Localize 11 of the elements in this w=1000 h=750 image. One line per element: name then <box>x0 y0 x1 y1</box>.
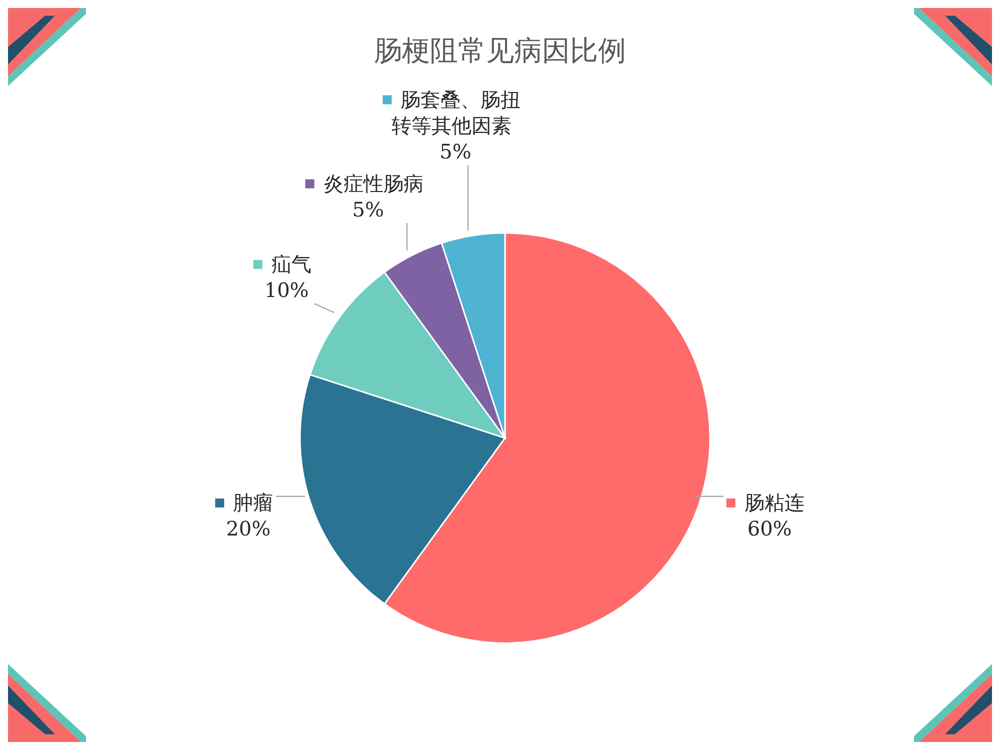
data-label: 5% <box>440 139 472 164</box>
legend-label: 肿瘤 <box>233 490 274 514</box>
data-label: 20% <box>226 516 271 540</box>
data-label: 10% <box>264 278 309 302</box>
legend-label: 炎症性肠病 <box>323 171 424 196</box>
legend-label: 肠粘连 <box>744 490 804 514</box>
data-label: 60% <box>747 516 792 540</box>
legend-label: 疝气 <box>271 252 312 276</box>
legend-label: 肠套叠、肠扭转等其他因素 <box>392 87 521 138</box>
chart-title: 肠梗阻常见病因比例 <box>373 33 627 69</box>
data-label: 5% <box>352 197 384 222</box>
